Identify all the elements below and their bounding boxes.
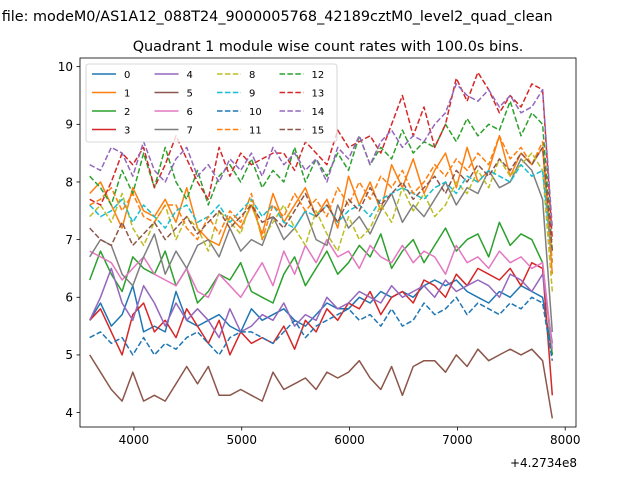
legend-label-10: 10 xyxy=(249,107,262,118)
x-offset-label: +4.2734e8 xyxy=(510,456,577,470)
x-tick-label-8000: 8000 xyxy=(550,433,581,447)
legend-label-0: 0 xyxy=(124,70,130,81)
chart-title: Quadrant 1 module wise count rates with … xyxy=(133,39,524,55)
y-tick-label-8: 8 xyxy=(65,175,73,189)
x-tick-label-7000: 7000 xyxy=(442,433,473,447)
series-line-1 xyxy=(89,135,554,275)
legend-label-11: 11 xyxy=(249,125,262,136)
series-line-8 xyxy=(89,152,554,292)
legend-label-4: 4 xyxy=(187,70,193,81)
legend-label-5: 5 xyxy=(187,88,193,99)
series-group xyxy=(88,71,554,419)
legend-label-13: 13 xyxy=(312,88,325,99)
series-line-7 xyxy=(89,158,554,332)
series-line-12 xyxy=(89,100,554,252)
x-tick-label-5000: 5000 xyxy=(226,433,257,447)
legend-label-15: 15 xyxy=(312,125,325,136)
series-line-5 xyxy=(89,348,554,419)
suptitle: n file: modeM0/AS1A12_088T24_9000005768_… xyxy=(0,9,553,25)
legend-label-1: 1 xyxy=(124,88,130,99)
series-line-13 xyxy=(89,71,554,240)
legend-label-9: 9 xyxy=(249,88,255,99)
series-line-4 xyxy=(89,267,554,344)
series-line-2 xyxy=(88,221,554,355)
x-tick-label-4000: 4000 xyxy=(119,433,150,447)
axes-frame xyxy=(79,57,577,428)
legend-label-8: 8 xyxy=(249,70,255,81)
legend-label-7: 7 xyxy=(187,125,193,136)
plot-area: 4000 5000 6000 7000 800045678910012345678910… xyxy=(58,57,581,447)
legend-label-3: 3 xyxy=(124,125,130,136)
series-line-10 xyxy=(89,296,554,361)
y-tick-label-6: 6 xyxy=(65,291,73,305)
legend-label-6: 6 xyxy=(187,107,193,118)
legend-box xyxy=(85,63,338,143)
series-line-6 xyxy=(89,238,554,350)
y-tick-label-9: 9 xyxy=(65,118,73,132)
y-tick-label-5: 5 xyxy=(65,348,73,362)
legend-label-12: 12 xyxy=(312,70,325,81)
y-tick-label-7: 7 xyxy=(65,233,73,247)
x-tick-label-6000: 6000 xyxy=(334,433,365,447)
y-tick-label-4: 4 xyxy=(65,406,73,420)
series-line-15 xyxy=(89,146,554,252)
legend-label-2: 2 xyxy=(124,107,130,118)
y-tick-label-10: 10 xyxy=(58,60,73,74)
legend-label-14: 14 xyxy=(312,107,325,118)
series-line-14 xyxy=(89,83,554,229)
